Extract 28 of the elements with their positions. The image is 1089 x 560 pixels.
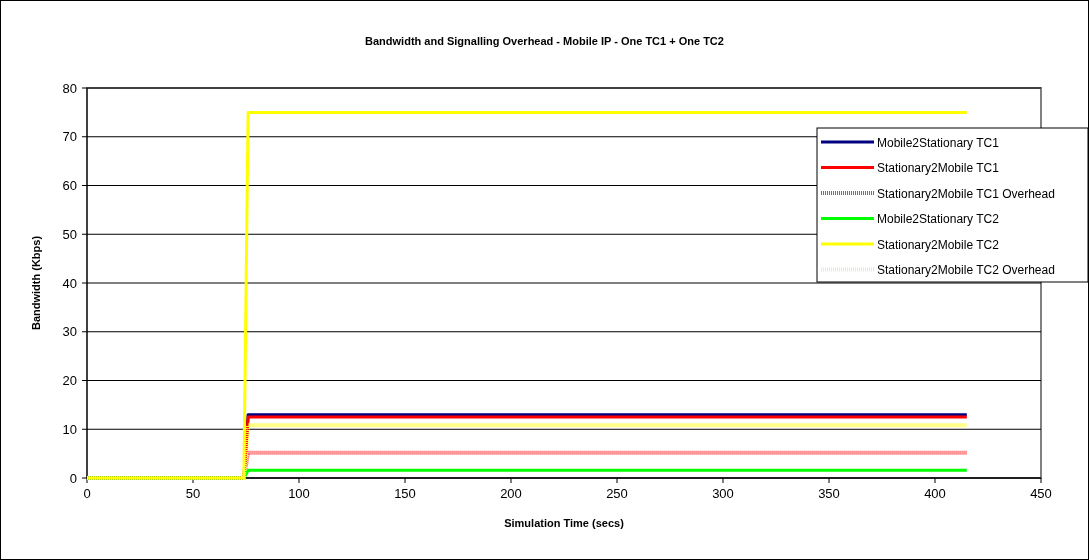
x-tick-label: 0 xyxy=(83,486,91,501)
x-tick-label: 100 xyxy=(288,486,310,501)
y-tick-label: 60 xyxy=(62,178,77,193)
y-tick-label: 30 xyxy=(62,324,77,340)
x-tick-label: 150 xyxy=(394,486,416,501)
x-tick-label: 300 xyxy=(712,486,734,501)
y-tick-label: 80 xyxy=(62,80,77,96)
y-tick-label: 40 xyxy=(62,275,77,291)
y-tick-label: 50 xyxy=(62,226,77,242)
chart-title: Bandwidth and Signalling Overhead - Mobile IP - One TC1 + One TC2 xyxy=(365,35,724,47)
y-tick-label: 0 xyxy=(69,470,77,486)
x-axis-title: Simulation Time (secs) xyxy=(504,517,625,529)
x-tick-label: 400 xyxy=(924,486,946,501)
x-tick-label: 450 xyxy=(1030,486,1052,501)
y-tick-label: 70 xyxy=(62,129,77,145)
legend-label: Stationary2Mobile TC2 Overhead xyxy=(877,263,1055,277)
x-tick-label: 50 xyxy=(185,486,201,501)
legend-label: Stationary2Mobile TC1 xyxy=(877,161,1000,175)
legend-label: Mobile2Stationary TC1 xyxy=(877,135,1000,150)
x-tick-label: 250 xyxy=(606,486,628,501)
legend-label: Mobile2Stationary TC2 xyxy=(877,212,1000,226)
x-tick-label: 350 xyxy=(818,486,840,501)
y-tick-label: 10 xyxy=(62,421,77,437)
legend-label: Stationary2Mobile TC1 Overhead xyxy=(877,186,1055,201)
x-tick-label: 200 xyxy=(500,486,522,501)
y-tick-label: 20 xyxy=(62,373,77,388)
legend-label: Stationary2Mobile TC2 xyxy=(877,237,1000,252)
y-axis-title: Bandwidth (Kbps) xyxy=(30,235,42,331)
